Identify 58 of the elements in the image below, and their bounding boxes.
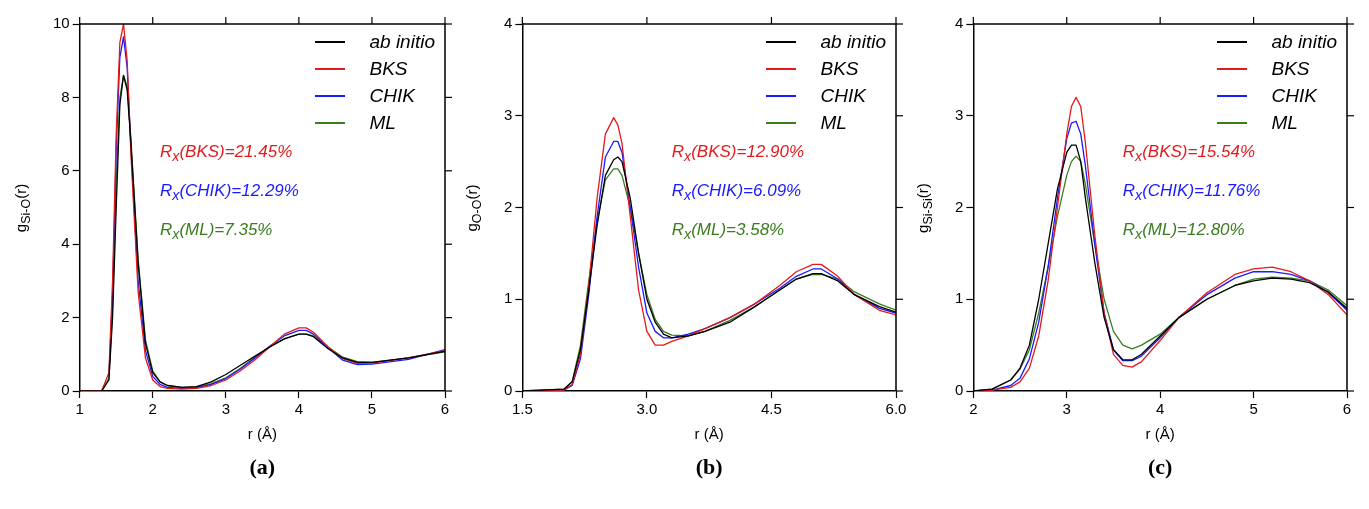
legend-label: BKS [820, 57, 859, 81]
legend-label: BKS [1271, 57, 1310, 81]
y-tick-label: 4 [61, 234, 70, 252]
x-tick-label: 1 [75, 400, 84, 418]
y-tick-label: 1 [504, 289, 513, 307]
x-axis-title: r (Å) [694, 425, 724, 443]
x-tick-label: 2 [969, 400, 978, 418]
x-axis-title: r (Å) [1145, 425, 1175, 443]
x-tick-label: 2 [148, 400, 157, 418]
y-tick-label: 1 [955, 289, 964, 307]
legend-label: ML [820, 111, 847, 135]
text: (b) [694, 454, 724, 480]
x-tick-label: 3.0 [636, 400, 658, 418]
y-tick-label: 0 [61, 381, 70, 399]
annotation: R$_{x}$(CHIK)=6.09% [671, 181, 802, 204]
x-axis-title: r (Å) [247, 425, 277, 443]
y-tick-label: 6 [61, 160, 70, 178]
legend-label: ab initio [820, 30, 886, 54]
x-tick-label: 6 [1342, 400, 1352, 418]
y-tick-label: 0 [955, 381, 964, 399]
y-tick-label: 2 [504, 197, 513, 215]
x-tick-label: 5 [367, 400, 377, 418]
annotation: R$_{x}$(ML)=12.80% [1122, 220, 1245, 243]
y-tick-label: 4 [504, 14, 513, 32]
y-tick-label: 2 [955, 197, 964, 215]
y-tick-label: 8 [61, 87, 70, 105]
annotation: R$_{x}$(BKS)=12.90% [671, 142, 805, 165]
annotation: R$_{x}$(ML)=3.58% [671, 220, 785, 243]
annotation: R$_{x}$(ML)=7.35% [160, 220, 273, 243]
annotation: R$_{x}$(BKS)=21.45% [160, 142, 293, 165]
y-tick-label: 3 [504, 105, 513, 123]
y-tick-label: 0 [504, 381, 513, 399]
x-tick-label: 1.5 [511, 400, 533, 418]
y-tick-label: 3 [955, 105, 964, 123]
x-tick-label: 3 [221, 400, 230, 418]
annotation: R$_{x}$(BKS)=15.54% [1122, 142, 1256, 165]
x-tick-label: 4 [1156, 400, 1165, 418]
legend-label: BKS [369, 57, 408, 81]
legend-label: ab initio [1271, 30, 1337, 54]
x-tick-label: 4.5 [761, 400, 782, 418]
text: (c) [1146, 454, 1174, 480]
y-tick-label: 2 [61, 307, 70, 325]
legend-label: CHIK [369, 84, 415, 108]
y-tick-label: 4 [955, 14, 964, 32]
text: (a) [248, 454, 277, 480]
annotation: R$_{x}$(CHIK)=12.29% [160, 181, 299, 204]
legend-label: ab initio [369, 30, 435, 54]
x-tick-label: 3 [1062, 400, 1071, 418]
x-tick-label: 6.0 [885, 400, 907, 418]
annotation: R$_{x}$(CHIK)=11.76% [1122, 181, 1261, 204]
y-tick-label: 10 [53, 14, 70, 32]
x-tick-label: 5 [1249, 400, 1258, 418]
x-tick-label: 4 [294, 400, 304, 418]
x-tick-label: 6 [440, 400, 450, 418]
legend-label: ML [1271, 111, 1298, 135]
legend-label: CHIK [820, 84, 866, 108]
legend-label: ML [369, 111, 396, 135]
legend-label: CHIK [1271, 84, 1317, 108]
